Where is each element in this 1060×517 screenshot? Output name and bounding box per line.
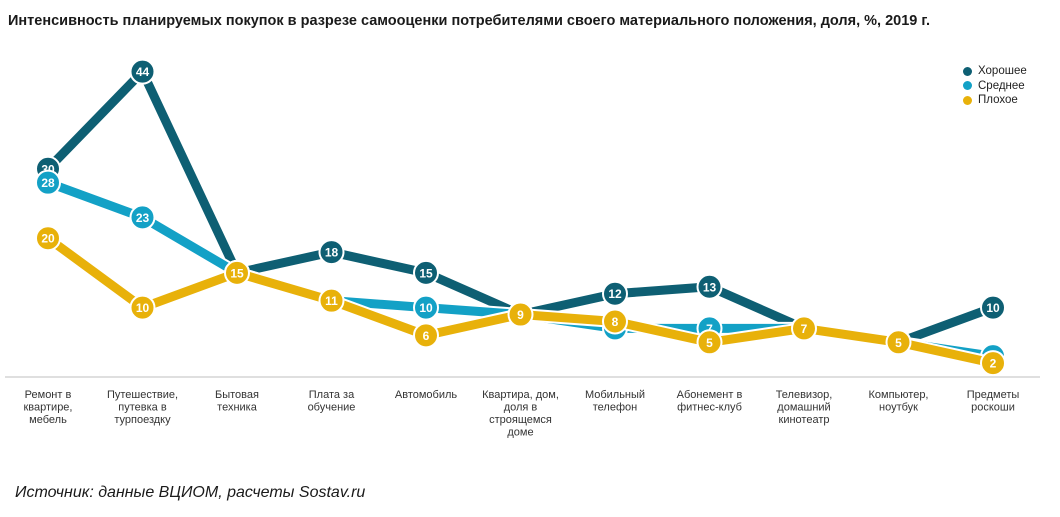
x-tick-label-7: Абонемент в фитнес-клуб	[677, 389, 743, 414]
point-bad-7	[696, 329, 723, 356]
x-tick-label-10: Предметы роскоши	[967, 389, 1020, 414]
point-bad-5	[507, 301, 534, 328]
data-label-bad-6: 8	[612, 315, 619, 329]
point-good-1	[129, 58, 156, 85]
legend-marker-good	[963, 66, 972, 76]
legend-item-bad: Плохое	[963, 93, 1027, 108]
point-bad-6	[602, 308, 628, 335]
point-bad-8	[791, 315, 817, 342]
data-label-bad-2: 15	[230, 266, 244, 280]
x-tick-label-4: Автомобиль	[395, 389, 458, 401]
legend-label-good: Хорошее	[978, 65, 1027, 78]
series-halo-bad	[41, 231, 1000, 370]
data-label-bad-5: 9	[517, 308, 524, 322]
data-label-bad-4: 6	[423, 329, 430, 343]
legend-label-bad: Плохое	[978, 94, 1018, 107]
x-tick-label-0: Ремонт в квартире, мебель	[23, 389, 72, 426]
legend-label-average: Среднее	[978, 79, 1025, 92]
x-tick-label-1: Путешествие, путевка в турпоездку	[107, 389, 178, 426]
data-label-bad-0: 20	[41, 232, 55, 246]
data-label-good-6: 12	[608, 287, 622, 301]
data-label-good-4: 15	[419, 266, 433, 280]
x-tick-label-9: Компьютер, ноутбук	[869, 389, 929, 414]
legend-marker-average	[963, 81, 972, 91]
data-label-good-3: 18	[325, 246, 339, 260]
data-label-good-10: 10	[986, 301, 1000, 315]
chart-title: Интенсивность планируемых покупок в разр…	[8, 13, 930, 29]
legend-item-average: Среднее	[963, 79, 1027, 94]
point-bad-0	[35, 225, 61, 252]
source-note: Источник: данные ВЦИОМ, расчеты Sostav.r…	[15, 484, 366, 501]
point-average-4	[413, 294, 439, 321]
legend-item-good: Хорошее	[963, 64, 1027, 79]
series-line-bad	[43, 233, 998, 368]
point-average-0	[35, 169, 61, 196]
point-bad-4	[413, 322, 439, 349]
point-good-4	[413, 259, 439, 286]
data-label-average-4: 10	[419, 301, 433, 315]
data-label-good-1: 44	[136, 65, 150, 79]
data-label-average-1: 23	[136, 211, 150, 225]
x-tick-label-8: Телевизор, домашний кинотеатр	[776, 389, 833, 426]
legend-marker-bad	[963, 95, 972, 105]
data-label-bad-7: 5	[706, 336, 713, 350]
x-tick-label-3: Плата за обучение	[308, 389, 356, 414]
point-good-3	[318, 239, 345, 266]
x-tick-label-6: Мобильный телефон	[585, 389, 645, 414]
data-label-bad-9: 5	[895, 336, 902, 350]
data-label-good-7: 13	[703, 280, 717, 294]
data-label-bad-3: 11	[325, 294, 338, 308]
point-good-6	[602, 280, 628, 307]
point-average-1	[129, 204, 156, 231]
data-label-bad-1: 10	[136, 301, 150, 315]
point-bad-9	[885, 329, 912, 356]
data-label-bad-10: 2	[990, 357, 997, 371]
data-label-bad-8: 7	[801, 322, 808, 336]
data-label-average-7: 7	[706, 322, 713, 336]
legend: Хорошее Среднее Плохое	[963, 64, 1027, 108]
point-good-10	[980, 294, 1006, 321]
tick-label-layer: Ремонт в квартире, мебель Путешествие, путев…	[23, 389, 1019, 439]
point-good-7	[696, 273, 723, 300]
point-bad-10	[980, 350, 1006, 377]
series-layer: 3044151815912137510282315111097775320101…	[35, 58, 1006, 377]
x-tick-label-2: Бытовая техника	[215, 389, 259, 414]
point-bad-3	[318, 287, 345, 314]
x-tick-label-5: Квартира, дом, доля в строящемся доме	[482, 389, 559, 439]
point-bad-1	[129, 294, 156, 321]
data-label-average-0: 28	[41, 176, 55, 190]
point-bad-2	[224, 259, 250, 286]
